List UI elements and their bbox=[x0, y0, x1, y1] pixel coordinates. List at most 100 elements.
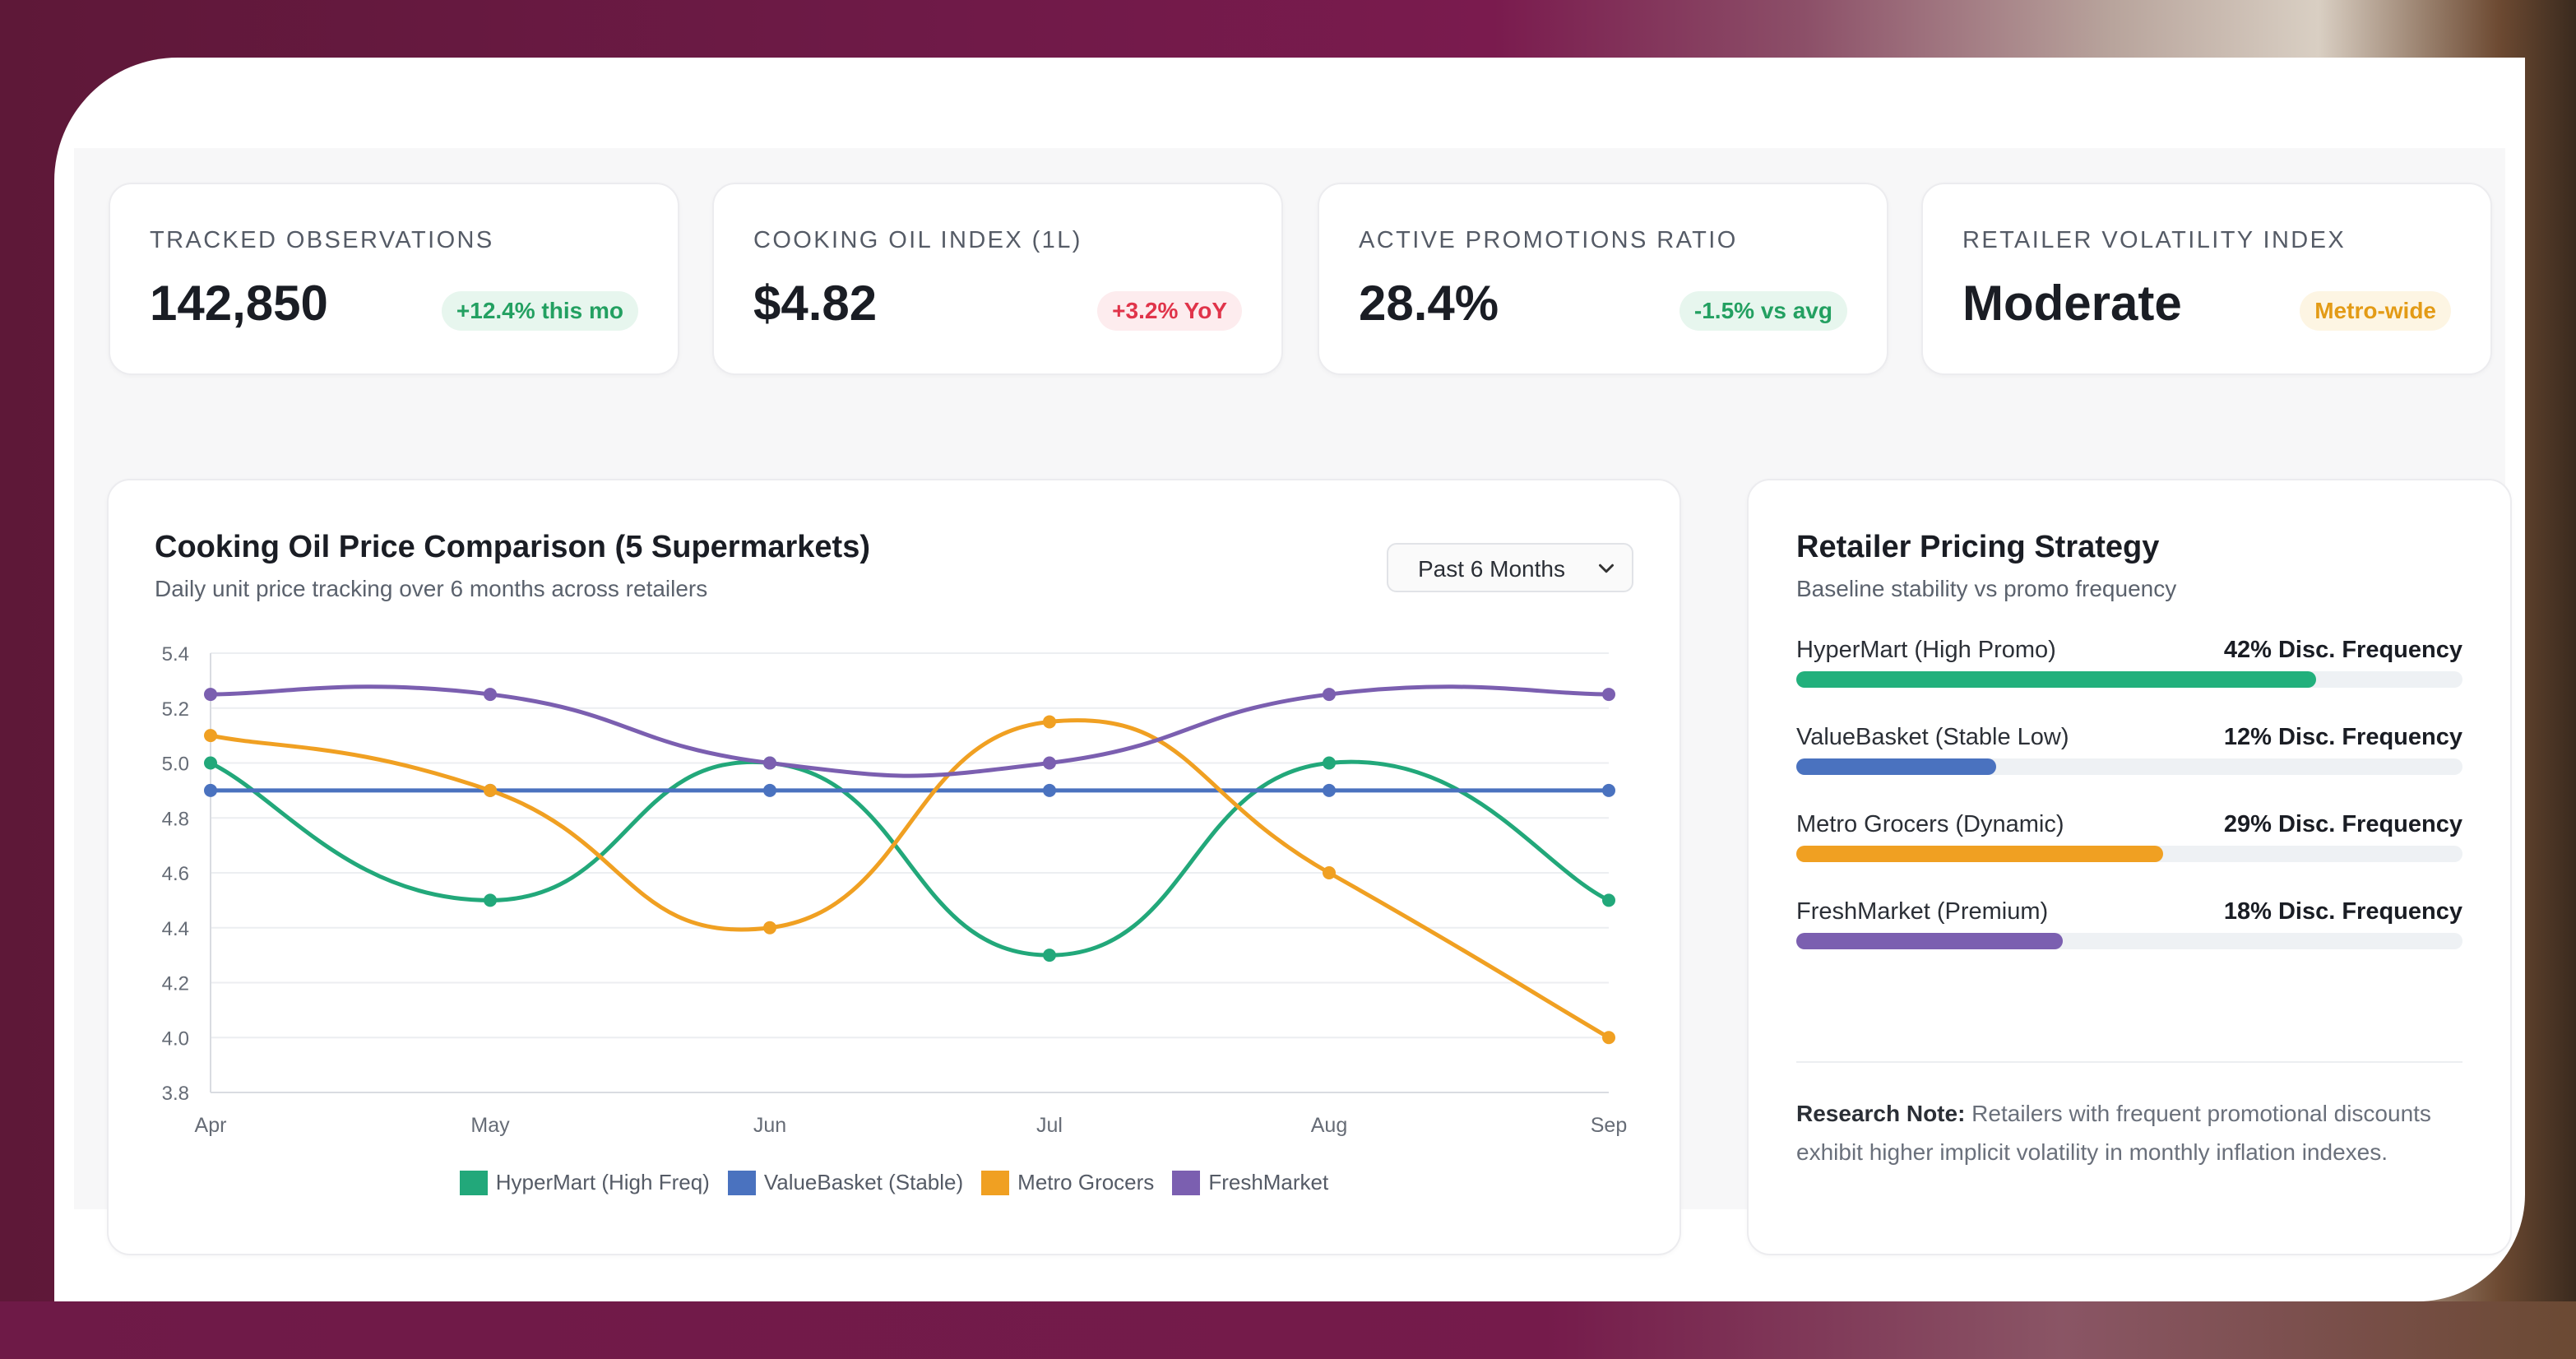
legend-item[interactable]: ValueBasket (Stable) bbox=[727, 1170, 964, 1195]
data-point bbox=[484, 688, 497, 702]
dashboard-panel: TRACKED OBSERVATIONS 142,850 +12.4% this… bbox=[74, 148, 2512, 1255]
data-point bbox=[1602, 1031, 1615, 1045]
y-tick-label: 4.2 bbox=[162, 973, 189, 995]
time-range-value: Past 6 Months bbox=[1418, 556, 1565, 582]
chart-subtitle: Daily unit price tracking over 6 months … bbox=[155, 576, 708, 601]
chart-title: Cooking Oil Price Comparison (5 Supermar… bbox=[155, 530, 870, 564]
data-point bbox=[763, 783, 776, 797]
x-tick-label: Aug bbox=[1311, 1114, 1347, 1137]
stat-label: RETAILER VOLATILITY INDEX bbox=[1962, 227, 2347, 253]
data-point bbox=[204, 729, 217, 743]
trend-badge: -1.5% vs avg bbox=[1679, 291, 1847, 331]
legend-item[interactable]: Metro Grocers bbox=[981, 1170, 1154, 1195]
pricing-strategy-card: Retailer Pricing Strategy Baseline stabi… bbox=[1747, 479, 2512, 1255]
y-tick-label: 5.4 bbox=[162, 643, 189, 666]
discount-frequency: 29% Disc. Frequency bbox=[2223, 811, 2462, 837]
data-point bbox=[763, 921, 776, 935]
discount-frequency: 18% Disc. Frequency bbox=[2223, 898, 2462, 925]
y-tick-label: 4.0 bbox=[162, 1027, 189, 1050]
background-band bbox=[0, 1301, 2576, 1359]
legend-swatch bbox=[459, 1170, 488, 1195]
dashboard-frame: TRACKED OBSERVATIONS 142,850 +12.4% this… bbox=[54, 58, 2525, 1301]
legend-swatch bbox=[727, 1170, 756, 1195]
data-point bbox=[1043, 756, 1056, 770]
retailer-name: FreshMarket (Premium) bbox=[1796, 898, 2049, 925]
trend-badge: Metro-wide bbox=[2300, 291, 2451, 331]
price-chart-card: Cooking Oil Price Comparison (5 Supermar… bbox=[107, 479, 1681, 1255]
data-point bbox=[1043, 783, 1056, 797]
data-point bbox=[763, 756, 776, 770]
stat-value: Moderate bbox=[1962, 276, 2182, 331]
legend-label: HyperMart (High Freq) bbox=[495, 1170, 710, 1194]
frequency-bar-fill bbox=[1796, 758, 1996, 775]
x-tick-label: Jul bbox=[1036, 1114, 1063, 1137]
data-point bbox=[1323, 756, 1336, 770]
trend-badge: +12.4% this mo bbox=[441, 291, 638, 331]
legend-item[interactable]: FreshMarket bbox=[1172, 1170, 1328, 1195]
y-tick-label: 4.6 bbox=[162, 863, 189, 885]
data-point bbox=[1323, 866, 1336, 879]
data-point bbox=[1602, 893, 1615, 907]
retailer-name: HyperMart (High Promo) bbox=[1796, 637, 2056, 663]
discount-frequency: 12% Disc. Frequency bbox=[2223, 724, 2462, 750]
time-range-select[interactable]: Past 6 Months bbox=[1387, 543, 1633, 592]
y-tick-label: 4.8 bbox=[162, 808, 189, 830]
data-point bbox=[204, 756, 217, 770]
chart-legend: HyperMart (High Freq) ValueBasket (Stable… bbox=[109, 1170, 1679, 1195]
research-note-text: Retailers with frequent promotional disc… bbox=[1796, 1101, 2431, 1165]
x-tick-label: Apr bbox=[195, 1114, 227, 1137]
frequency-bar-fill bbox=[1796, 933, 2063, 949]
stat-label: COOKING OIL INDEX (1L) bbox=[753, 227, 1082, 253]
x-tick-label: Jun bbox=[753, 1114, 786, 1137]
strategy-title: Retailer Pricing Strategy bbox=[1796, 530, 2160, 564]
y-tick-label: 3.8 bbox=[162, 1083, 189, 1105]
line-chart: 5.4 5.2 5.0 4.8 4.6 4.4 4.2 4.0 3.8 Apr May Jun Jul A… bbox=[162, 643, 1628, 1137]
research-note: Research Note: Retailers with frequent p… bbox=[1796, 1094, 2438, 1171]
stat-label: ACTIVE PROMOTIONS RATIO bbox=[1359, 227, 1738, 253]
stat-label: TRACKED OBSERVATIONS bbox=[150, 227, 494, 253]
y-tick-label: 4.4 bbox=[162, 918, 189, 940]
frequency-bar-track bbox=[1796, 758, 2462, 775]
y-tick-label: 5.2 bbox=[162, 698, 189, 721]
legend-label: ValueBasket (Stable) bbox=[763, 1170, 964, 1194]
stat-value: $4.82 bbox=[753, 276, 878, 331]
legend-swatch bbox=[981, 1170, 1010, 1195]
data-point bbox=[1602, 688, 1615, 702]
frequency-bar-track bbox=[1796, 846, 2462, 862]
data-point bbox=[484, 783, 497, 797]
discount-frequency: 42% Disc. Frequency bbox=[2223, 637, 2462, 663]
data-point bbox=[204, 783, 217, 797]
stat-value: 28.4% bbox=[1359, 276, 1499, 331]
data-point bbox=[1043, 715, 1056, 729]
stat-value: 142,850 bbox=[150, 276, 328, 331]
trend-badge: +3.2% YoY bbox=[1097, 291, 1242, 331]
series-line-0 bbox=[208, 759, 1611, 958]
frequency-bar-fill bbox=[1796, 846, 2163, 862]
data-point bbox=[484, 893, 497, 907]
series-line-3 bbox=[208, 684, 1611, 778]
legend-label: FreshMarket bbox=[1208, 1170, 1329, 1194]
legend-swatch bbox=[1172, 1170, 1201, 1195]
stat-card-promotions: ACTIVE PROMOTIONS RATIO 28.4% -1.5% vs a… bbox=[1318, 183, 1888, 375]
strategy-subtitle: Baseline stability vs promo frequency bbox=[1796, 576, 2177, 601]
data-point bbox=[1602, 783, 1615, 797]
research-note-label: Research Note: bbox=[1796, 1101, 1966, 1126]
x-tick-label: Sep bbox=[1591, 1114, 1627, 1137]
stat-card-oil-index: COOKING OIL INDEX (1L) $4.82 +3.2% YoY bbox=[712, 183, 1283, 375]
legend-label: Metro Grocers bbox=[1017, 1170, 1155, 1194]
data-point bbox=[1043, 949, 1056, 962]
stat-card-observations: TRACKED OBSERVATIONS 142,850 +12.4% this… bbox=[109, 183, 679, 375]
divider bbox=[1796, 1061, 2462, 1063]
retailer-name: Metro Grocers (Dynamic) bbox=[1796, 811, 2064, 837]
frequency-bar-track bbox=[1796, 933, 2462, 949]
x-tick-label: May bbox=[470, 1114, 510, 1137]
frequency-bar-track bbox=[1796, 671, 2462, 688]
stat-card-volatility: RETAILER VOLATILITY INDEX Moderate Metro… bbox=[1921, 183, 2492, 375]
legend-item[interactable]: HyperMart (High Freq) bbox=[459, 1170, 710, 1195]
series-line-2 bbox=[208, 718, 1611, 1040]
data-point bbox=[204, 688, 217, 702]
retailer-name: ValueBasket (Stable Low) bbox=[1796, 724, 2069, 750]
frequency-bar-fill bbox=[1796, 671, 2316, 688]
y-tick-label: 5.0 bbox=[162, 754, 189, 776]
data-point bbox=[1323, 783, 1336, 797]
